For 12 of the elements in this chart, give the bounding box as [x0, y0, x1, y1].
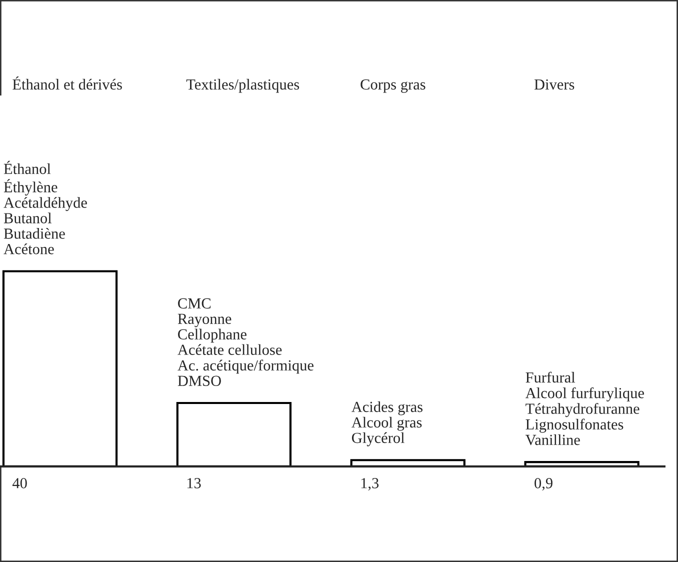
annotation: CMC Rayonne Cellophane Acétate cellulose Ac. acétique/formique DMSO [178, 298, 314, 386]
data-label: 1,3 [361, 478, 379, 491]
data-label: 40 [12, 478, 27, 488]
data-label: 0,9 [534, 478, 552, 491]
data-label: 13 [187, 478, 201, 488]
annotation: Furfural Alcool furfurylique Tétrahydrofuranne Lignosulfonates Vanilline [525, 372, 644, 446]
x-tick-label: Textiles/plastiques [186, 78, 300, 93]
x-tick-label: Divers [534, 79, 574, 90]
annotation: Éthanol Éthylène Acétaldéhyde Butanol Butadiène Acétone [4, 160, 87, 254]
annotation: Acides gras Alcool gras Glycérol [352, 401, 422, 446]
x-tick-label: Éthanol et dérivés [12, 76, 122, 90]
x-tick-label: Corps gras [360, 79, 426, 93]
